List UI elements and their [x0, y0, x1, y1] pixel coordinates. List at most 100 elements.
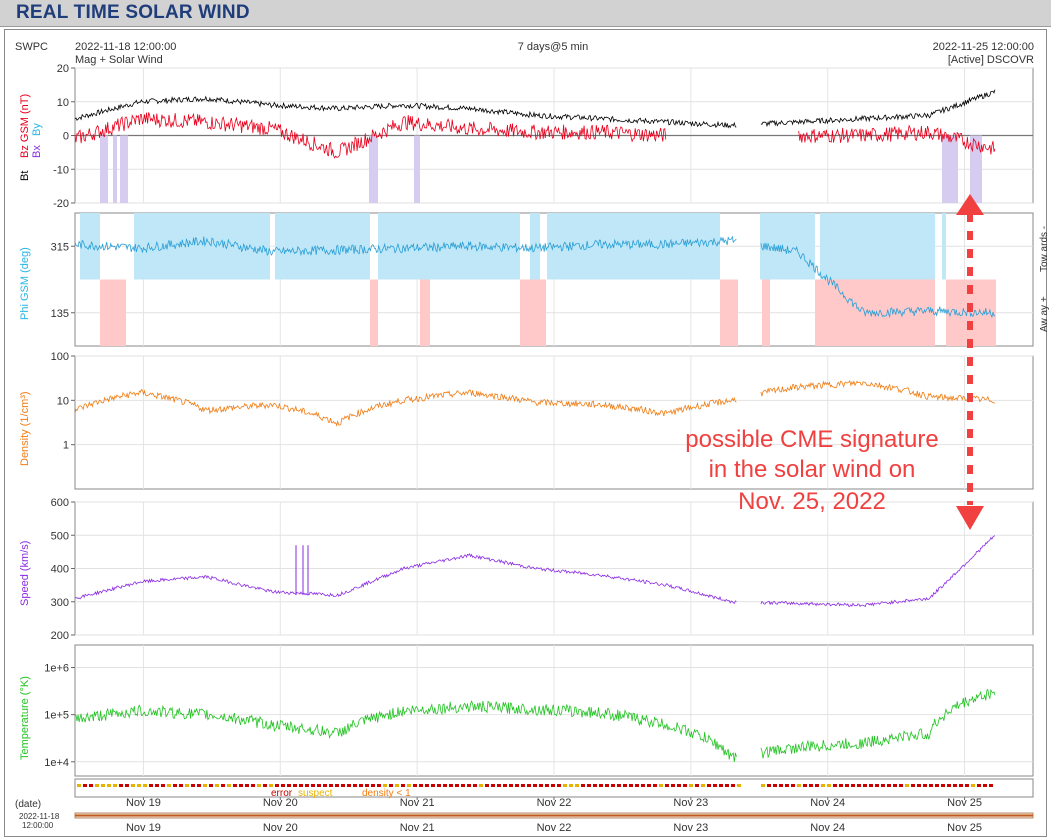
status-flag — [269, 784, 273, 787]
status-flag — [383, 784, 387, 787]
status-flag — [239, 784, 243, 787]
y-tick-label: 1e+4 — [44, 757, 69, 769]
towards-sector — [80, 213, 100, 280]
ylabel-magnetic: Bt Bz GSM (nT) Bx By — [19, 94, 43, 181]
bz-negative-band — [120, 135, 128, 203]
status-flag — [155, 784, 159, 787]
span-label: 7 days@5 min — [518, 41, 588, 53]
status-flags — [77, 784, 993, 787]
status-flag — [293, 784, 297, 787]
status-flag — [557, 784, 561, 787]
status-flag — [983, 784, 987, 787]
status-flag — [857, 784, 861, 787]
y-tick-label: 0 — [63, 131, 69, 143]
density-series — [74, 380, 995, 427]
status-flag — [179, 784, 183, 787]
status-flag — [341, 784, 345, 787]
cme-annotation: possible CME signature in the solar wind… — [685, 194, 984, 530]
status-flag — [551, 784, 555, 787]
page-title: REAL TIME SOLAR WIND — [16, 2, 250, 23]
status-flag — [833, 784, 837, 787]
ylabel-speed: Speed (km/s) — [19, 541, 31, 606]
status-flag — [905, 784, 909, 787]
status-flag — [977, 784, 981, 787]
status-flag — [389, 784, 393, 787]
status-flag — [395, 784, 399, 787]
status-flag — [653, 784, 657, 787]
status-flag — [275, 784, 279, 787]
y-tick-label: 315 — [51, 241, 69, 253]
status-flag — [83, 784, 87, 787]
status-flag — [953, 784, 957, 787]
status-flag — [887, 784, 891, 787]
status-flag — [185, 784, 189, 787]
status-flag — [587, 784, 591, 787]
phi-sector-fills — [80, 213, 996, 346]
bt-series — [74, 89, 996, 129]
status-flag — [623, 784, 627, 787]
status-flag — [449, 784, 453, 787]
status-flag — [167, 784, 171, 787]
status-flag — [641, 784, 645, 787]
status-flag — [323, 784, 327, 787]
status-flag — [935, 784, 939, 787]
status-flag — [359, 784, 363, 787]
status-flag — [125, 784, 129, 787]
status-flag — [947, 784, 951, 787]
status-flag — [221, 784, 225, 787]
x-tick-label-bottom: Nov 19 — [126, 822, 161, 834]
status-flag — [233, 784, 237, 787]
status-flag — [689, 784, 693, 787]
speed-series — [74, 535, 996, 608]
status-flag — [203, 784, 207, 787]
status-flag — [965, 784, 969, 787]
status-flag — [329, 784, 333, 787]
temperature-series — [74, 688, 996, 763]
y-tick-label: 1e+5 — [44, 710, 69, 722]
status-flag — [779, 784, 783, 787]
status-flag — [131, 784, 135, 787]
y-tick-label: 400 — [51, 564, 69, 576]
status-flag — [911, 784, 915, 787]
status-flag — [713, 784, 717, 787]
status-flag — [455, 784, 459, 787]
away-sector — [815, 279, 935, 346]
status-flag — [95, 784, 99, 787]
status-flag — [683, 784, 687, 787]
status-flag — [515, 784, 519, 787]
status-flag — [377, 784, 381, 787]
status-flag — [503, 784, 507, 787]
end-time: 2022-11-25 12:00:00 — [933, 41, 1034, 53]
source-label: [Active] DSCOVR — [948, 54, 1034, 66]
status-flag — [299, 784, 303, 787]
y-tick-label: -10 — [53, 164, 69, 176]
status-flag — [971, 784, 975, 787]
legend-suspect: suspect — [298, 788, 333, 799]
y-tick-label: 20 — [57, 63, 69, 75]
status-flag — [143, 784, 147, 787]
status-flag — [923, 784, 927, 787]
y-tick-label: 200 — [51, 630, 69, 642]
status-flag — [989, 784, 993, 787]
towards-sector — [942, 213, 946, 280]
status-flag — [545, 784, 549, 787]
status-flag — [695, 784, 699, 787]
status-flag — [251, 784, 255, 787]
bz-negative-band — [942, 135, 958, 203]
status-flag — [767, 784, 771, 787]
status-flag — [119, 784, 123, 787]
plot-frame — [4, 29, 1047, 837]
away-sector — [100, 279, 126, 346]
away-label: Aw ay + — [1039, 296, 1050, 332]
ylabel-bz: Bz GSM (nT) — [19, 94, 31, 158]
bz-negative-band — [113, 135, 117, 203]
y-tick-label: 10 — [57, 395, 69, 407]
towards-sector — [530, 213, 540, 280]
status-flag — [101, 784, 105, 787]
status-flag — [533, 784, 537, 787]
status-flag — [347, 784, 351, 787]
annotation-line-3: Nov. 25, 2022 — [738, 488, 886, 515]
status-flag — [647, 784, 651, 787]
ylabel-bt: Bt — [19, 171, 31, 181]
